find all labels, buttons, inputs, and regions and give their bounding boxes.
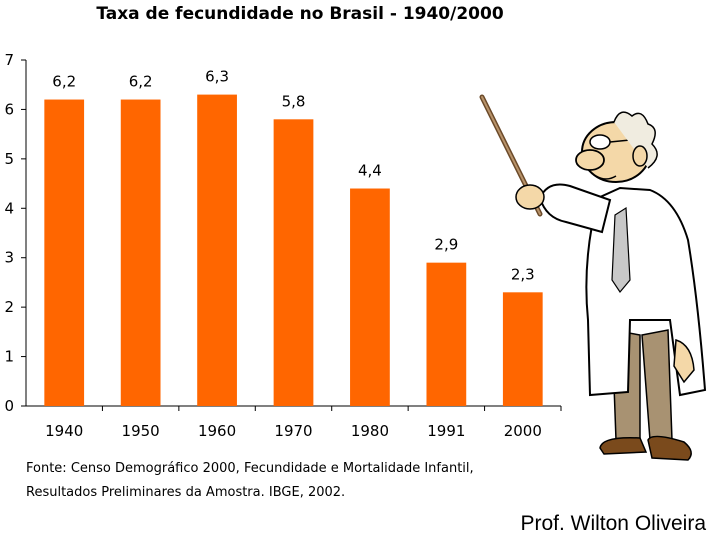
professor-with-pointer-icon [479, 94, 707, 461]
bar-1980 [350, 188, 390, 406]
x-tick-label-1940: 1940 [45, 422, 83, 440]
y-tick-label: 3 [4, 249, 14, 267]
y-tick-label: 7 [4, 51, 14, 69]
data-label-1980: 4,4 [358, 162, 382, 180]
data-label-1940: 6,2 [52, 73, 76, 91]
y-tick-label: 0 [4, 397, 14, 415]
x-tick-label-1950: 1950 [122, 422, 160, 440]
data-label-1991: 2,9 [434, 236, 458, 254]
data-label-1950: 6,2 [129, 73, 153, 91]
bar-1950 [120, 99, 161, 407]
y-tick-label: 1 [4, 348, 14, 366]
x-ticks: 1940 1950 1960 1970 1980 1991 2000 [45, 406, 562, 440]
chart-title: Taxa de fecundidade no Brasil - 1940/200… [96, 4, 503, 24]
data-label-1960: 6,3 [205, 68, 229, 86]
data-label-1970: 5,8 [282, 92, 306, 110]
x-tick-label-1991: 1991 [427, 422, 465, 440]
bar-1960 [197, 94, 237, 406]
x-tick-label-1960: 1960 [198, 422, 236, 440]
y-tick-label: 2 [4, 298, 14, 316]
bar-1970 [273, 119, 314, 407]
y-ticks: 0 1 2 3 4 5 6 7 [4, 51, 26, 415]
y-tick-label: 5 [4, 150, 14, 168]
x-tick-label-1970: 1970 [274, 422, 312, 440]
bar-2000 [502, 292, 543, 406]
author-credit: Prof. Wilton Oliveira [520, 512, 706, 535]
y-tick-label: 6 [4, 100, 14, 118]
x-tick-label-1980: 1980 [351, 422, 389, 440]
data-label-2000: 2,3 [511, 265, 535, 283]
y-tick-label: 4 [4, 199, 14, 217]
bars [44, 94, 543, 407]
data-labels: 6,2 6,2 6,3 5,8 4,4 2,9 2,3 [52, 68, 534, 284]
source-line-2: Resultados Preliminares da Amostra. IBGE… [26, 485, 345, 500]
x-tick-label-2000: 2000 [504, 422, 542, 440]
bar-1940 [44, 99, 85, 407]
bar-1991 [426, 262, 467, 406]
source-line-1: Fonte: Censo Demográfico 2000, Fecundida… [26, 461, 474, 476]
